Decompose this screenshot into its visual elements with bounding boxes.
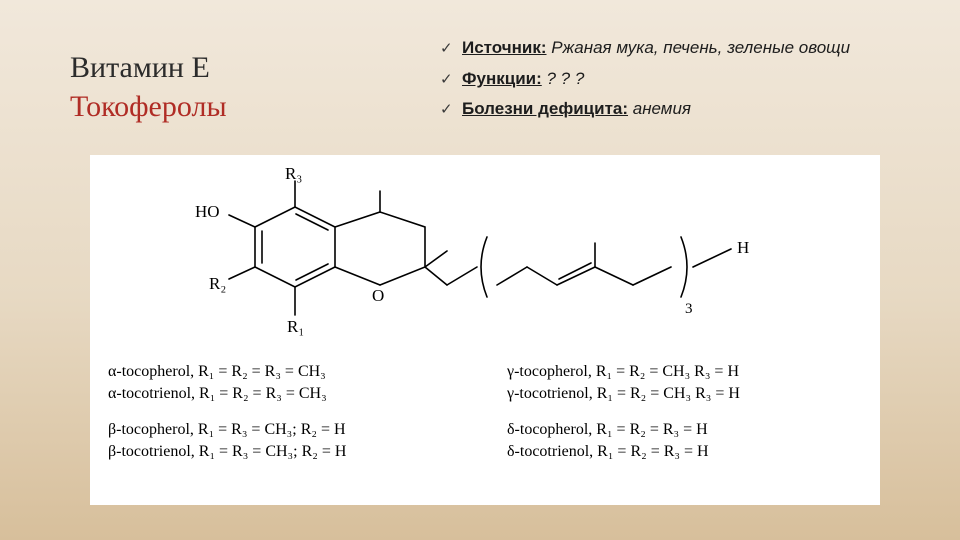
variant-line: γ-tocopherol, R₁ = R₂ = CH₃ R₃ = H — [507, 361, 862, 383]
label-o: O — [372, 286, 384, 305]
bullet-text: Ржаная мука, печень, зеленые овощи — [547, 38, 851, 57]
bullet-functions: Функции: ? ? ? — [440, 67, 910, 92]
variant-line: β-tocotrienol, R₁ = R₃ = CH₃; R₂ = H — [108, 441, 463, 463]
slide-title: Витамин Е Токоферолы — [70, 48, 430, 126]
variant-line: δ-tocotrienol, R₁ = R₂ = R₃ = H — [507, 441, 862, 463]
variant-line: β-tocopherol, R₁ = R₃ = CH₃; R₂ = H — [108, 419, 463, 441]
variant-line: α-tocopherol, R₁ = R₂ = R₃ = CH₃ — [108, 361, 463, 383]
label-ho: HO — [195, 202, 220, 221]
label-r1: R₁ — [287, 317, 304, 336]
variant-line: α-tocotrienol, R₁ = R₂ = R₃ = CH₃ — [108, 383, 463, 405]
bullet-label: Болезни дефицита: — [462, 99, 628, 118]
info-bullets: Источник: Ржаная мука, печень, зеленые о… — [440, 36, 910, 128]
variants-col-left: α-tocopherol, R₁ = R₂ = R₃ = CH₃ α-tocot… — [108, 361, 463, 477]
bullet-source: Источник: Ржаная мука, печень, зеленые о… — [440, 36, 910, 61]
bullet-deficiency: Болезни дефицита: анемия — [440, 97, 910, 122]
variants-col-right: γ-tocopherol, R₁ = R₂ = CH₃ R₃ = H γ-toc… — [507, 361, 862, 477]
variants-table: α-tocopherol, R₁ = R₂ = R₃ = CH₃ α-tocot… — [108, 361, 862, 477]
title-line-2: Токоферолы — [70, 87, 430, 126]
bullet-label: Функции: — [462, 69, 542, 88]
variant-line: δ-tocopherol, R₁ = R₂ = R₃ = H — [507, 419, 862, 441]
label-h: H — [737, 238, 749, 257]
label-repeat: 3 — [685, 301, 693, 317]
variant-line: γ-tocotrienol, R₁ = R₂ = CH₃ R₃ = H — [507, 383, 862, 405]
tocopherol-structure: R₃ HO R₂ R₁ O H 3 — [125, 167, 845, 357]
title-line-1: Витамин Е — [70, 48, 430, 87]
bullet-text: ? ? ? — [542, 69, 585, 88]
chemistry-panel: R₃ HO R₂ R₁ O H 3 α-tocopherol, R₁ = R₂ … — [90, 155, 880, 505]
label-r2: R₂ — [209, 274, 226, 293]
bullet-text: анемия — [628, 99, 691, 118]
bullet-label: Источник: — [462, 38, 547, 57]
label-r3: R₃ — [285, 167, 302, 183]
